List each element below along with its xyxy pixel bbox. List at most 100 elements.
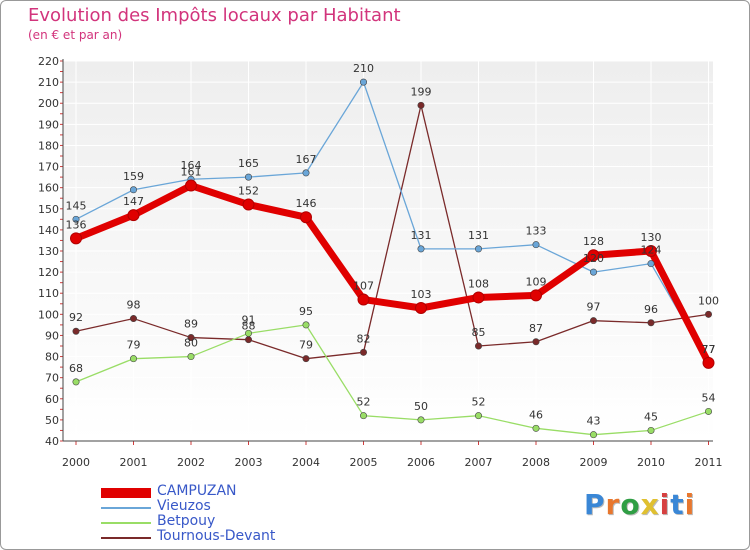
data-label-1: 131 xyxy=(411,229,432,242)
y-tick-label: 70 xyxy=(45,372,59,385)
legend-label-betpouy: Betpouy xyxy=(157,513,216,529)
series-point-0 xyxy=(587,249,600,262)
data-label-2: 46 xyxy=(529,408,543,421)
series-point-2 xyxy=(359,412,367,420)
series-point-3 xyxy=(187,334,195,342)
series-point-2 xyxy=(72,378,80,386)
data-label-0: 152 xyxy=(238,185,259,198)
y-tick-label: 60 xyxy=(45,393,59,406)
data-label-0: 77 xyxy=(702,343,716,356)
series-line-1 xyxy=(75,81,710,364)
y-tick-label: 200 xyxy=(38,97,59,110)
data-label-1: 77 xyxy=(702,343,716,356)
data-label-2: 80 xyxy=(184,337,198,350)
series-point-3 xyxy=(704,310,712,318)
data-label-3: 79 xyxy=(299,339,313,352)
series-point-3 xyxy=(302,355,310,363)
chart-title: Evolution des Impôts locaux par Habitant xyxy=(28,5,401,26)
legend-swatch-betpouy xyxy=(101,522,151,524)
x-tick-label: 2007 xyxy=(465,456,493,469)
logo-letter: r xyxy=(605,488,621,521)
series-point-2 xyxy=(589,431,597,439)
data-label-3: 89 xyxy=(184,318,198,331)
series-point-2 xyxy=(704,407,712,415)
legend-item-vieuzos: Vieuzos xyxy=(101,498,361,516)
x-tick-label: 2008 xyxy=(522,456,550,469)
series-point-1 xyxy=(589,268,597,276)
data-label-1: 167 xyxy=(296,153,317,166)
y-tick-label: 80 xyxy=(45,351,59,364)
y-tick-label: 90 xyxy=(45,329,59,342)
series-line-2 xyxy=(75,324,710,436)
data-label-0: 161 xyxy=(181,166,202,179)
series-point-1 xyxy=(359,78,367,86)
data-label-1: 145 xyxy=(66,199,87,212)
series-point-2 xyxy=(302,321,310,329)
x-tick-label: 2010 xyxy=(637,456,665,469)
data-label-1: 164 xyxy=(181,159,202,172)
data-label-0: 147 xyxy=(123,195,144,208)
series-point-0 xyxy=(70,232,82,245)
data-label-2: 54 xyxy=(702,391,716,404)
y-tick-label: 160 xyxy=(38,182,59,195)
series-point-0 xyxy=(300,211,312,224)
data-label-2: 79 xyxy=(127,339,141,352)
series-point-0 xyxy=(530,289,542,302)
series-point-2 xyxy=(245,329,253,337)
data-label-3: 98 xyxy=(127,299,141,312)
data-label-0: 128 xyxy=(583,235,604,248)
data-label-0: 109 xyxy=(526,275,547,288)
x-tick-label: 2003 xyxy=(235,456,263,469)
data-label-2: 43 xyxy=(587,415,601,428)
data-label-3: 96 xyxy=(644,303,658,316)
data-label-2: 95 xyxy=(299,305,313,318)
logo-letter: o xyxy=(620,488,641,521)
data-label-3: 97 xyxy=(587,301,601,314)
series-point-3 xyxy=(245,336,253,344)
legend-swatch-campuzan xyxy=(101,488,151,498)
proxiti-logo: Proxiti xyxy=(584,488,695,521)
data-label-0: 136 xyxy=(66,218,87,231)
legend-swatch-tournous-devant xyxy=(101,537,151,539)
y-tick-label: 210 xyxy=(38,76,59,89)
data-label-3: 100 xyxy=(698,294,719,307)
series-point-3 xyxy=(130,315,138,323)
series-point-3 xyxy=(417,101,425,109)
logo-letter: t xyxy=(670,488,685,521)
y-tick-label: 180 xyxy=(38,139,59,152)
series-point-3 xyxy=(474,342,482,350)
series-point-2 xyxy=(187,353,195,361)
data-label-1: 159 xyxy=(123,170,144,183)
series-line-0 xyxy=(72,182,712,367)
series-point-0 xyxy=(357,293,370,306)
chart-subtitle: (en € et par an) xyxy=(28,28,123,42)
y-tick-label: 40 xyxy=(45,435,59,448)
data-label-1: 210 xyxy=(353,62,374,75)
series-point-3 xyxy=(72,327,80,335)
x-tick-label: 2006 xyxy=(407,456,435,469)
series-point-1 xyxy=(130,186,138,194)
data-label-1: 124 xyxy=(641,244,662,257)
legend-item-campuzan: CAMPUZAN xyxy=(101,483,361,501)
logo-letter: P xyxy=(584,488,606,521)
y-tick-label: 100 xyxy=(38,308,59,321)
data-label-3: 92 xyxy=(69,311,83,324)
y-tick-label: 50 xyxy=(45,414,59,427)
data-label-1: 165 xyxy=(238,157,259,170)
series-point-2 xyxy=(417,416,425,424)
series-point-1 xyxy=(647,260,655,268)
logo-letter: x xyxy=(640,488,660,521)
data-label-0: 107 xyxy=(353,280,374,293)
y-tick-label: 110 xyxy=(38,287,59,300)
y-tick-label: 120 xyxy=(38,266,59,279)
x-tick-label: 2005 xyxy=(350,456,378,469)
series-point-0 xyxy=(127,209,140,222)
data-label-0: 146 xyxy=(296,197,317,210)
x-tick-label: 2000 xyxy=(62,456,90,469)
x-tick-label: 2002 xyxy=(177,456,205,469)
series-point-0 xyxy=(415,302,427,314)
series-point-0 xyxy=(185,179,197,192)
data-label-3: 88 xyxy=(242,320,256,333)
y-tick-label: 130 xyxy=(38,245,59,258)
